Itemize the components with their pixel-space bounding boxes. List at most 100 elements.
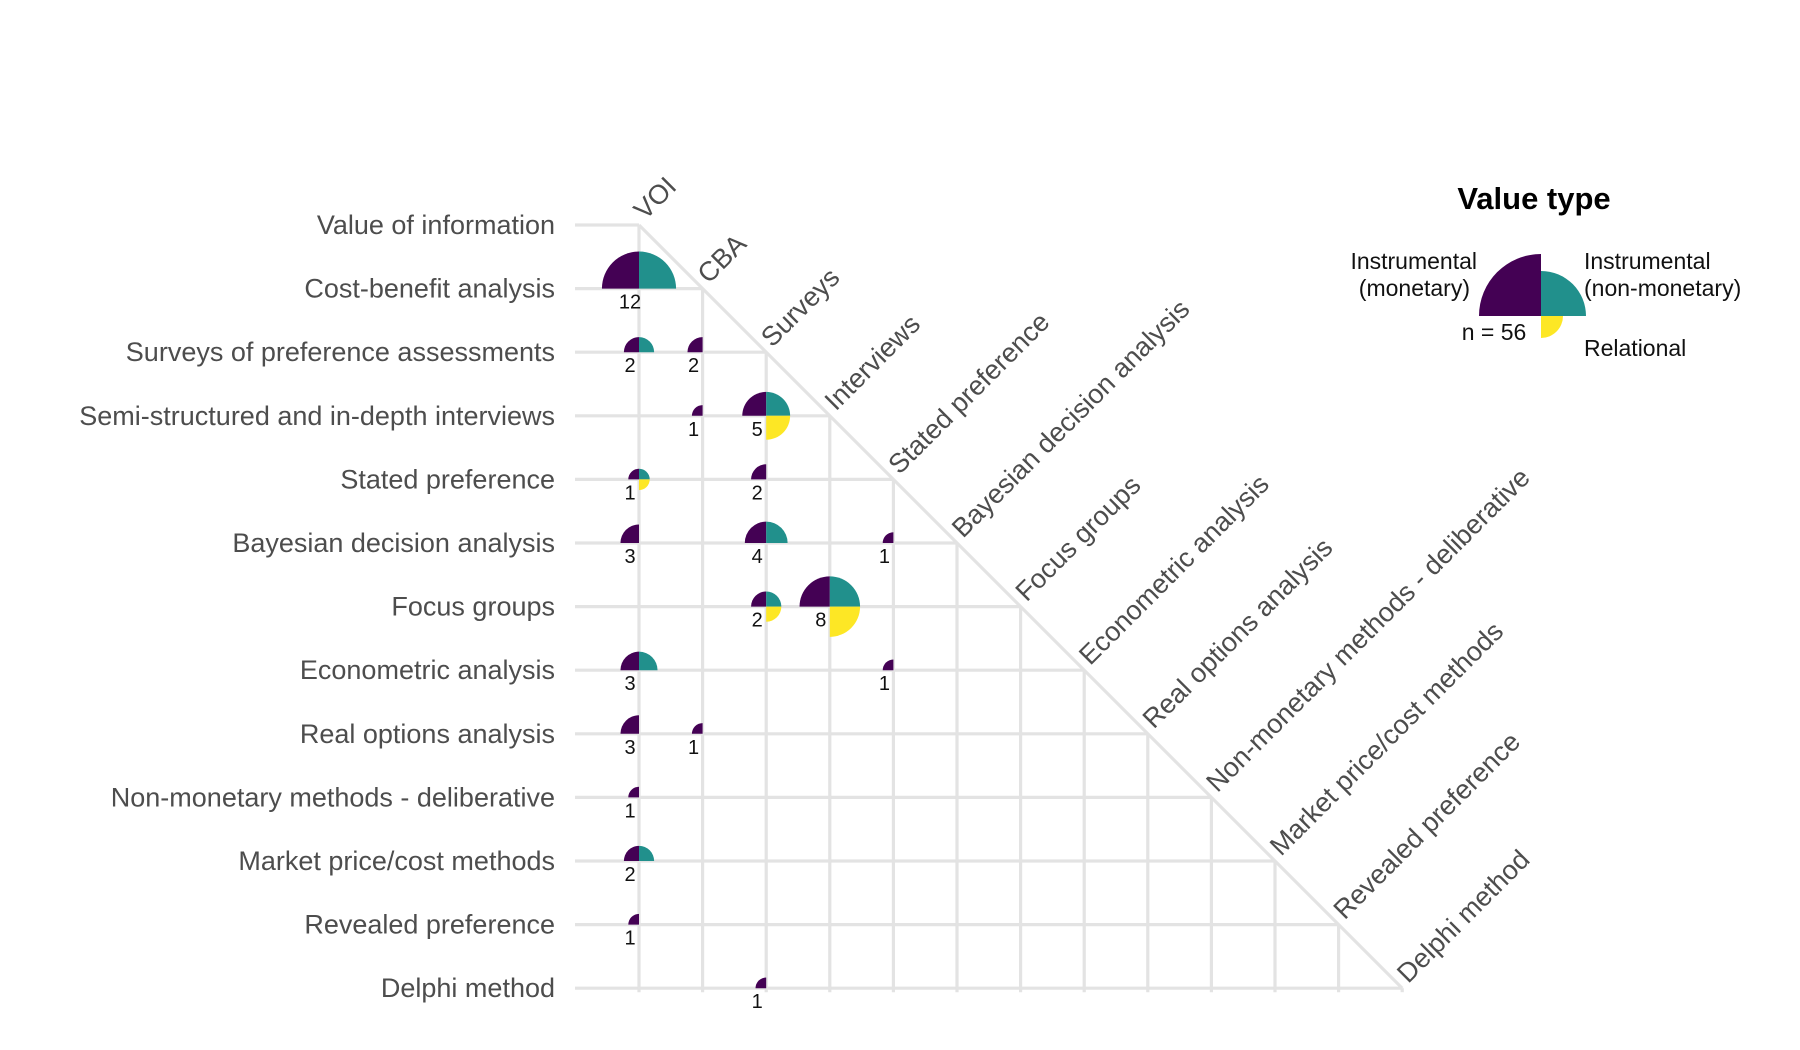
count-label: 2 [624,864,635,886]
pie-marker: 1 [624,913,639,950]
wedge-instrumental-monetary [687,337,703,353]
legend-pie [1479,254,1586,338]
row-label: Delphi method [381,973,555,1003]
wedge-instrumental-nonmonetary [639,251,677,289]
grid-diagonal-line [637,223,1404,990]
count-label: 1 [688,737,699,759]
pie-marker: 1 [688,723,703,759]
column-label: VOI [628,171,682,225]
legend-relational: Relational [1584,335,1686,361]
wedge-relational [766,415,791,440]
pie-marker: 1 [752,977,767,1013]
column-label: Bayesian decision analysis [946,294,1195,543]
legend-wedge-relational [1541,316,1563,338]
pie-marker: 3 [620,524,639,568]
wedge-instrumental-monetary [882,659,894,671]
wedge-instrumental-nonmonetary [639,651,658,671]
count-label: 3 [624,546,635,568]
row-label: Market price/cost methods [238,846,555,876]
row-label: Focus groups [391,592,555,622]
column-label: Delphi method [1391,844,1535,988]
row-label: Bayesian decision analysis [232,528,555,558]
wedge-instrumental-monetary [691,723,703,734]
wedge-instrumental-monetary [623,337,639,353]
wedge-relational [829,606,861,637]
wedge-instrumental-monetary [628,913,639,925]
wedge-instrumental-monetary [744,521,767,543]
legend: Value type Instrumental (monetary) Instr… [1350,181,1741,361]
pie-marker: 8 [799,576,861,637]
pie-marker: 1 [879,532,894,568]
wedge-instrumental-nonmonetary [639,337,655,353]
pie-marker: 3 [620,651,658,695]
count-label: 2 [688,355,699,377]
legend-n-label: n = 56 [1462,319,1527,345]
wedge-instrumental-monetary [620,651,639,671]
wedge-instrumental-monetary [623,845,639,861]
wedge-instrumental-nonmonetary [766,521,788,543]
pie-marker: 1 [624,786,639,822]
row-labels: Value of information Cost-benefit analysi… [79,210,555,1003]
count-label: 3 [624,673,635,695]
wedge-instrumental-monetary [620,715,639,734]
legend-nonmonetary-line2: (non-monetary) [1584,275,1741,301]
legend-nonmonetary-line1: Instrumental [1584,248,1711,274]
pie-marker: 1 [879,659,894,695]
row-label: Revealed preference [304,910,555,940]
count-label: 12 [619,292,641,314]
column-label: Market price/cost methods [1264,616,1509,861]
pie-marker: 12 [601,251,677,314]
row-label: Surveys of preference assessments [126,337,555,367]
count-label: 1 [624,928,635,950]
row-label: Cost-benefit analysis [304,274,555,304]
wedge-relational [766,606,782,622]
pie-marker: 2 [751,464,767,504]
wedge-instrumental-monetary [742,391,767,416]
row-label: Real options analysis [300,719,555,749]
legend-monetary-line2: (monetary) [1359,275,1470,301]
wedge-instrumental-monetary [751,464,767,480]
wedge-instrumental-monetary [620,524,639,543]
count-label: 8 [815,610,826,632]
count-label: 2 [752,482,763,504]
count-label: 1 [752,991,763,1013]
column-label: CBA [692,228,752,288]
count-label: 1 [879,546,890,568]
count-label: 2 [752,610,763,632]
row-label: Stated preference [340,464,555,494]
column-label: Interviews [819,309,926,416]
wedge-instrumental-nonmonetary [639,845,655,861]
legend-title: Value type [1457,181,1610,216]
wedge-instrumental-monetary [628,786,639,798]
count-label: 2 [624,355,635,377]
wedge-instrumental-monetary [751,591,767,607]
wedge-relational [639,479,650,491]
column-label: Surveys [755,262,845,352]
count-label: 1 [624,800,635,822]
row-label: Value of information [317,210,555,240]
pie-marker: 1 [624,468,650,504]
wedge-instrumental-monetary [799,576,830,607]
wedge-instrumental-monetary [882,532,894,543]
row-label: Semi-structured and in-depth interviews [79,401,555,431]
legend-wedge-monetary [1479,254,1541,316]
wedge-instrumental-nonmonetary [766,591,782,607]
wedge-instrumental-monetary [691,405,703,416]
count-label: 1 [688,419,699,441]
legend-wedge-nonmonetary [1541,271,1586,316]
pie-marker: 2 [687,337,703,377]
wedge-instrumental-monetary [601,251,639,289]
pie-marker: 3 [620,715,639,759]
count-label: 4 [752,546,763,568]
wedge-instrumental-monetary [755,977,767,989]
pie-marker: 2 [623,845,655,886]
count-label: 3 [624,737,635,759]
pie-marker: 4 [744,521,788,568]
pie-marker: 2 [751,591,782,632]
wedge-instrumental-nonmonetary [829,576,861,607]
column-label: Focus groups [1010,470,1147,607]
wedge-instrumental-nonmonetary [766,391,791,416]
legend-monetary-line1: Instrumental [1350,248,1477,274]
